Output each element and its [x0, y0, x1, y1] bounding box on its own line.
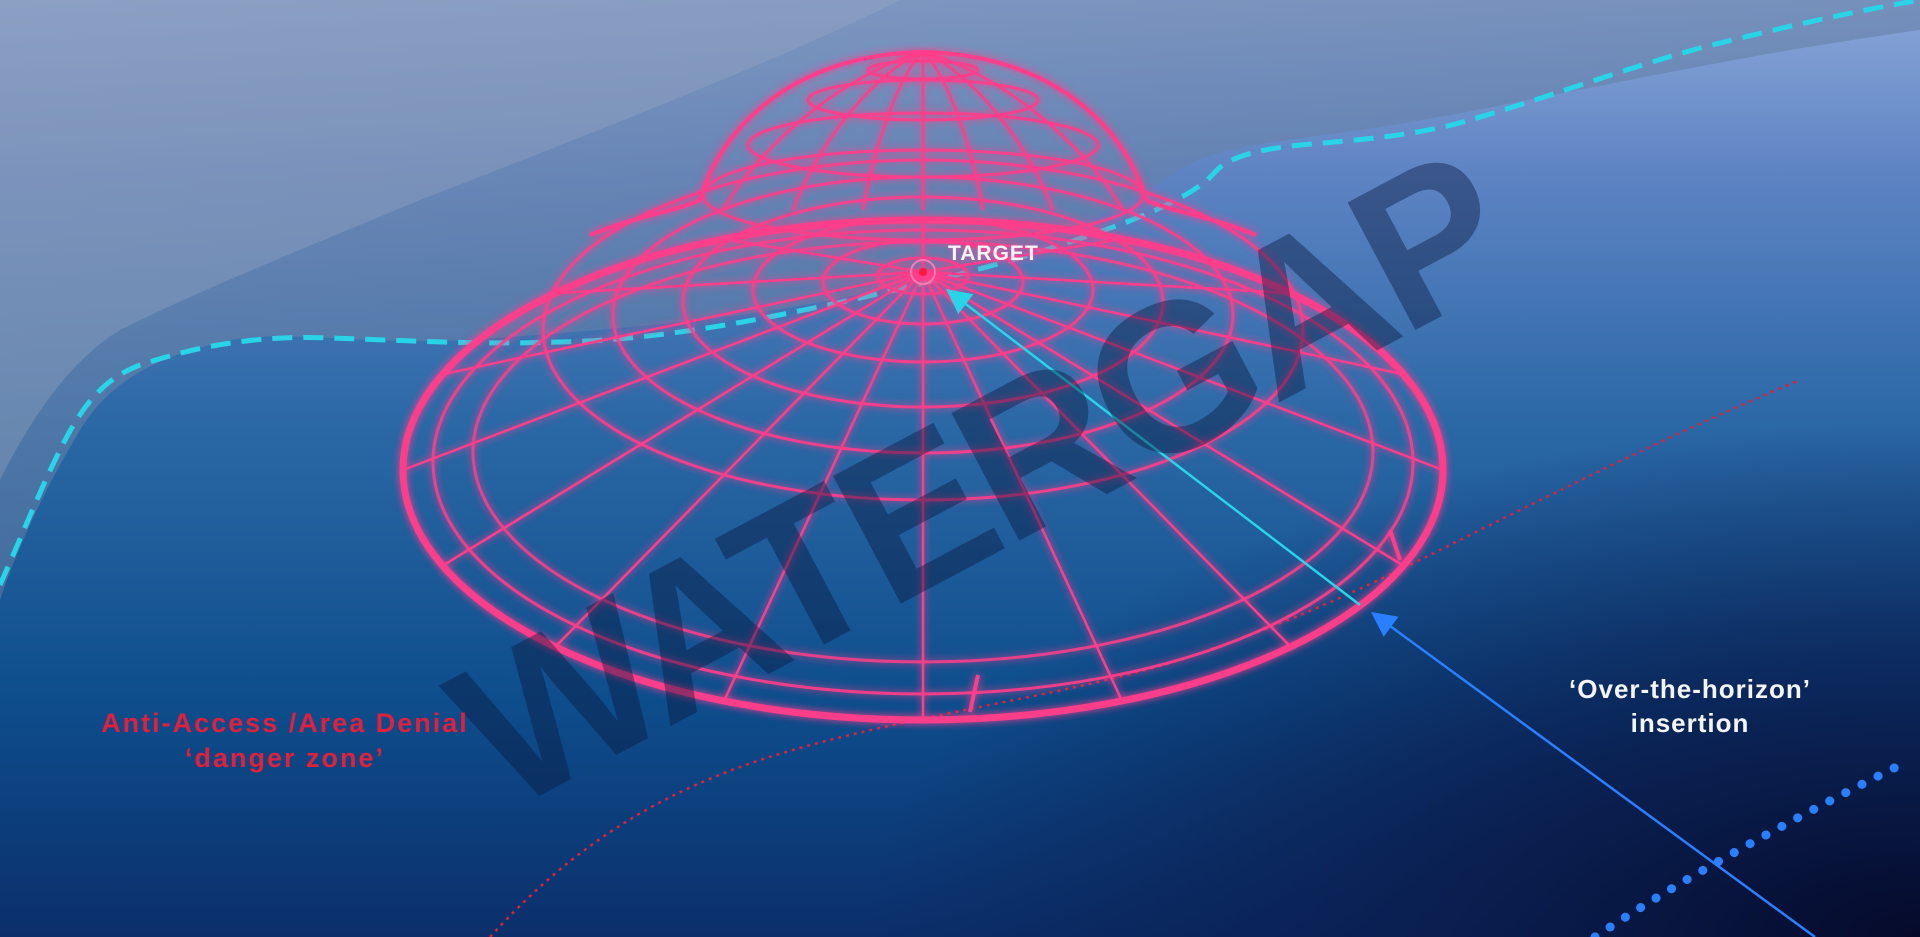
insertion-path — [1370, 612, 1816, 937]
dome-spoke — [921, 271, 1124, 702]
dome-spoke — [722, 271, 925, 702]
oth-label-line1: ‘Over-the-horizon’ — [1569, 674, 1811, 704]
target-label: TARGET — [948, 242, 1039, 265]
dome-cap-meridian — [861, 51, 924, 211]
a2ad-dome — [399, 49, 1447, 724]
target-dot-icon — [919, 268, 927, 276]
dome-spoke — [555, 270, 924, 295]
dome-cap-flare — [589, 198, 701, 237]
dome-spoke — [922, 270, 1405, 567]
ship-track — [1590, 755, 1915, 937]
dome-spoke — [442, 270, 924, 376]
target-ring — [910, 259, 936, 285]
a2ad-label-line1: Anti-Access /Area Denial — [101, 708, 469, 738]
dome-cap-meridian — [791, 50, 924, 211]
approach-path — [946, 288, 1361, 606]
over-the-horizon-label: ‘Over-the-horizon’ insertion — [1520, 672, 1860, 740]
dome-cap-meridian — [922, 50, 1125, 211]
dome-spoke — [723, 237, 924, 274]
dome-spoke — [922, 237, 1123, 274]
dome-cap-meridian — [922, 51, 985, 211]
dome-spoke — [922, 271, 1292, 648]
dome-cap-meridian — [721, 50, 924, 211]
dome-cap-flare — [1145, 198, 1257, 237]
dome-spoke — [922, 270, 1404, 376]
coastline — [0, 0, 1920, 587]
dome-spoke — [922, 270, 1444, 472]
dome-cap-meridian — [922, 50, 1055, 211]
dome-spoke — [402, 270, 924, 472]
dome-skirt-tick — [968, 674, 980, 713]
dome-skirt-tick — [1388, 529, 1402, 561]
a2ad-danger-zone-label: Anti-Access /Area Denial ‘danger zone’ — [40, 706, 530, 776]
a2ad-label-line2: ‘danger zone’ — [184, 743, 386, 773]
dome-spoke — [922, 270, 1291, 295]
dome-spoke — [554, 271, 924, 648]
oth-label-line2: insertion — [1630, 708, 1750, 738]
dome-spoke — [441, 270, 924, 567]
